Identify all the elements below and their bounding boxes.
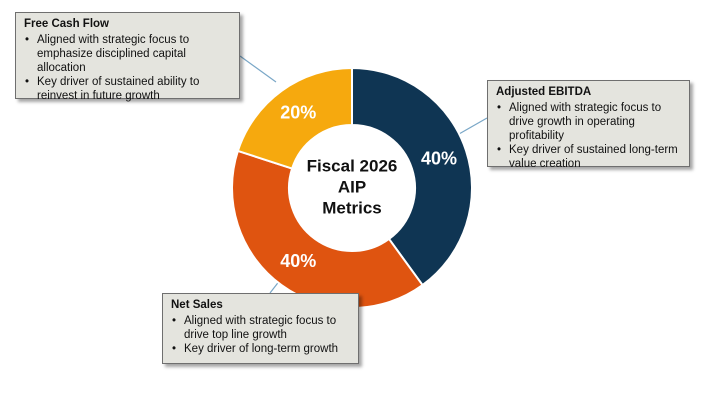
donut-slice-free-cash-flow [236,66,353,170]
slice-label-adjusted-ebitda: 40% [421,148,457,168]
callout-bullet: Key driver of long-term growth [171,342,350,356]
callout-adjusted-ebitda: Adjusted EBITDA Aligned with strategic f… [487,80,690,170]
callout-title: Free Cash Flow [24,18,109,30]
callout-bullets: Aligned with strategic focus to drive to… [171,314,350,356]
slice-label-net-sales: 40% [280,251,316,271]
slice-labels: 40% 40% 20% [280,103,457,271]
callout-net-sales: Net Sales Aligned with strategic focus t… [162,293,359,364]
callout-bullet: Aligned with strategic focus to drive gr… [496,101,681,143]
center-label-line: Fiscal 2026 [307,156,398,175]
donut-slice-adjusted-ebitda [351,66,473,287]
callout-bullet: Key driver of sustained ability to reinv… [24,75,231,103]
donut-slices [231,66,473,309]
connector-free-cash-flow [239,55,277,83]
callout-free-cash-flow: Free Cash Flow Aligned with strategic fo… [15,12,240,102]
donut-center-label: Fiscal 2026 AIP Metrics [307,156,398,217]
center-label-line: Metrics [322,198,382,217]
callout-bullet: Aligned with strategic focus to drive to… [171,314,350,342]
callout-bullet: Key driver of sustained long-term value … [496,143,681,171]
callout-bullets: Aligned with strategic focus to drive gr… [496,101,681,171]
callout-title: Adjusted EBITDA [496,86,592,98]
center-label-line: AIP [338,177,366,196]
callout-title: Net Sales [171,299,223,311]
callout-bullet: Aligned with strategic focus to emphasiz… [24,33,231,75]
callout-bullets: Aligned with strategic focus to emphasiz… [24,33,231,103]
slice-label-free-cash-flow: 20% [280,103,316,123]
